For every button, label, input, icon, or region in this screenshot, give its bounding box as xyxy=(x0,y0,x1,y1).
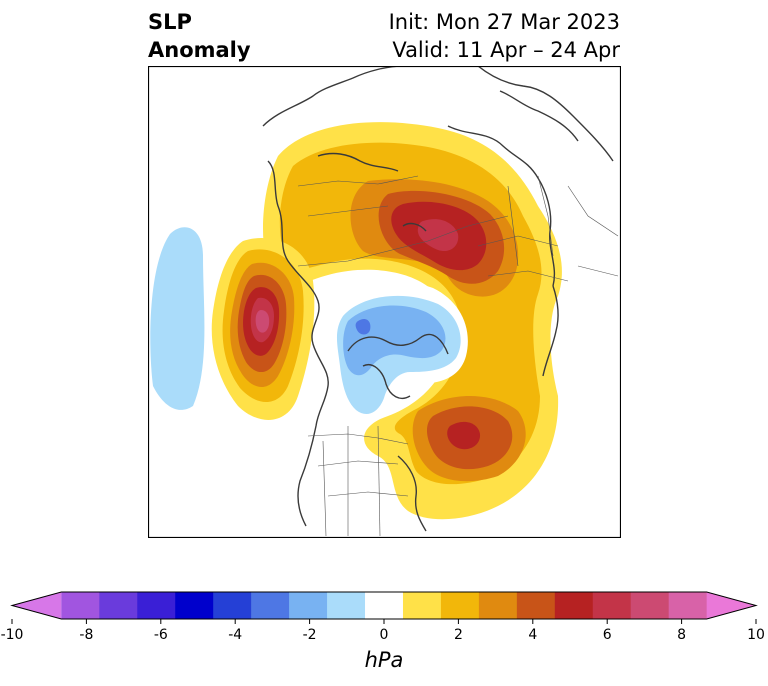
colorbar-tick-label: -6 xyxy=(154,627,168,643)
date-info: Init: Mon 27 Mar 2023 Valid: 11 Apr – 24… xyxy=(389,8,620,64)
pacific-low-anomaly xyxy=(150,227,205,410)
title-line-2: Anomaly xyxy=(148,38,251,62)
colorbar-bin xyxy=(440,592,480,619)
arctic-low-anomaly xyxy=(336,295,461,414)
colorbar-extend-min xyxy=(12,592,62,619)
colorbar-bin xyxy=(630,592,670,619)
colorbar-bin xyxy=(99,592,138,619)
colorbar-bin xyxy=(554,592,594,619)
map-title: SLP Anomaly xyxy=(148,8,251,64)
colorbar-bin xyxy=(251,592,290,619)
title-line-1: SLP xyxy=(148,10,192,34)
init-date: Init: Mon 27 Mar 2023 xyxy=(388,10,620,34)
colorbar-tick-label: -4 xyxy=(228,627,242,643)
colorbar-bin xyxy=(668,592,708,619)
colorbar-tick-label: 6 xyxy=(603,627,612,643)
colorbar-bin xyxy=(61,592,100,619)
colorbar-tick-label: -2 xyxy=(303,627,317,643)
colorbar-tick-label: 4 xyxy=(528,627,537,643)
colorbar: -10 -8 -6 -4 -2 0 2 4 6 8 10 xyxy=(1,591,765,643)
colorbar-bin xyxy=(289,592,328,619)
colorbar-tick-label: 0 xyxy=(380,627,389,643)
colorbar-bin xyxy=(365,592,404,619)
colorbar-tick-label: -8 xyxy=(79,627,93,643)
colorbar-tick-label: 8 xyxy=(677,627,686,643)
anomaly-map xyxy=(148,66,621,538)
gulf-of-alaska-high xyxy=(211,237,315,420)
colorbar-bin xyxy=(175,592,214,619)
colorbar-extend-max xyxy=(706,592,756,619)
political-borders xyxy=(297,175,619,537)
colorbar-bin xyxy=(137,592,176,619)
map-frame xyxy=(148,66,621,538)
colorbar-bin xyxy=(592,592,632,619)
coastlines xyxy=(262,66,614,532)
colorbar-bin xyxy=(402,592,442,619)
colorbar-outline xyxy=(10,591,758,620)
colorbar-bin xyxy=(516,592,556,619)
colorbar-tick-label: 10 xyxy=(747,627,765,643)
colorbar-bin xyxy=(327,592,366,619)
colorbar-bin xyxy=(213,592,252,619)
valid-range: Valid: 11 Apr – 24 Apr xyxy=(392,38,620,62)
colorbar-bin xyxy=(478,592,518,619)
colorbar-tick-label: -10 xyxy=(1,627,24,643)
colorbar-unit-label: hPa xyxy=(364,648,404,672)
colorbar-tick-label: 2 xyxy=(454,627,463,643)
